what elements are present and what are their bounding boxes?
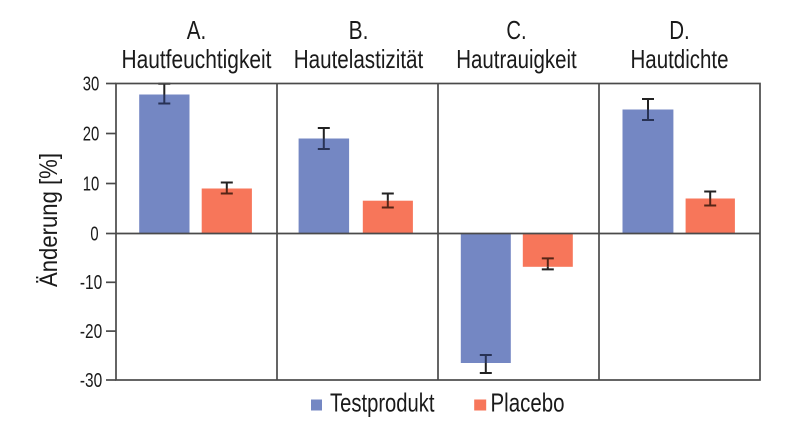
svg-text:C.: C. xyxy=(506,15,526,45)
svg-text:-30: -30 xyxy=(80,370,102,392)
svg-text:0: 0 xyxy=(90,223,98,245)
svg-text:-10: -10 xyxy=(80,272,102,294)
svg-text:Hautdichte: Hautdichte xyxy=(631,44,729,74)
svg-text:Hautelastizität: Hautelastizität xyxy=(294,44,424,74)
svg-text:A.: A. xyxy=(187,15,207,45)
svg-text:Placebo: Placebo xyxy=(491,387,565,417)
svg-text:Hautrauigkeit: Hautrauigkeit xyxy=(456,44,577,74)
svg-text:B.: B. xyxy=(349,15,369,45)
svg-text:-20: -20 xyxy=(80,321,102,343)
svg-text:30: 30 xyxy=(83,73,100,95)
svg-text:20: 20 xyxy=(83,123,100,145)
svg-text:Änderung [%]: Änderung [%] xyxy=(35,153,63,287)
svg-text:D.: D. xyxy=(669,15,690,45)
svg-text:10: 10 xyxy=(83,173,100,195)
svg-text:Hautfeuchtigkeit: Hautfeuchtigkeit xyxy=(122,44,273,74)
svg-text:Testprodukt: Testprodukt xyxy=(330,387,435,417)
